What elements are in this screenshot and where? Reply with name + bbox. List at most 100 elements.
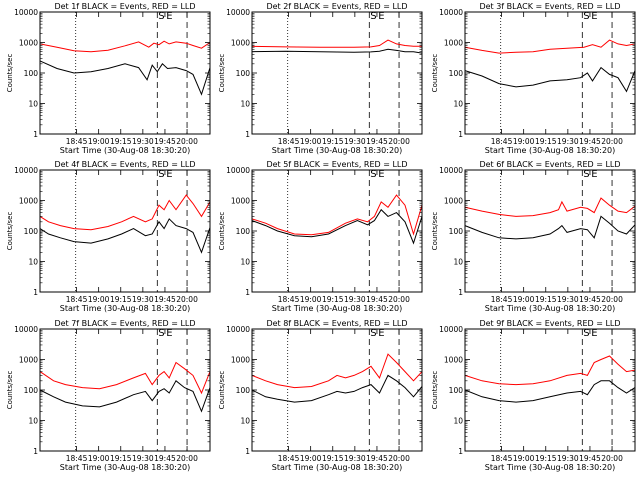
y-tick-label: 1 xyxy=(458,288,463,297)
x-tick-label: 19:45 xyxy=(366,137,388,146)
chart-title: Det 8f BLACK = Events, RED = LLD xyxy=(266,319,407,328)
x-tick-label: 19:45 xyxy=(154,454,176,463)
x-tick-label: 19:15 xyxy=(322,137,344,146)
x-tick-label: 20:00 xyxy=(176,295,198,304)
plot-frame xyxy=(464,328,636,452)
series-lld-line xyxy=(251,39,422,48)
x-tick-label: 19:30 xyxy=(132,454,154,463)
marker-end-label: E xyxy=(166,169,172,180)
chart-title: Det 3f BLACK = Events, RED = LLD xyxy=(479,2,620,11)
series-events-line xyxy=(251,374,423,403)
marker-end-label: E xyxy=(591,328,597,339)
y-tick-label: 100 xyxy=(449,69,464,78)
x-axis-label: Start Time (30-Aug-08 18:30:20) xyxy=(60,304,191,313)
x-tick-label: 19:30 xyxy=(132,295,154,304)
x-tick-label: 19:30 xyxy=(132,137,154,146)
chart-title: Det 2f BLACK = Events, RED = LLD xyxy=(266,2,407,11)
x-tick-label: 19:45 xyxy=(366,295,388,304)
y-tick-label: 100 xyxy=(449,386,464,395)
x-axis-label: Start Time (30-Aug-08 18:30:20) xyxy=(272,463,403,472)
chart-title: Det 6f BLACK = Events, RED = LLD xyxy=(479,160,620,169)
x-tick-label: 19:30 xyxy=(344,137,366,146)
series-events-line xyxy=(251,48,423,54)
y-axis-label: Counts/sec xyxy=(6,54,14,93)
x-tick-label: 18:45 xyxy=(66,137,88,146)
y-tick-label: 1000 xyxy=(444,197,463,206)
x-tick-label: 18:45 xyxy=(66,295,88,304)
x-tick-label: 19:00 xyxy=(300,137,322,146)
x-tick-label: 19:30 xyxy=(557,454,579,463)
x-tick-label: 19:45 xyxy=(579,295,601,304)
y-tick-label: 1 xyxy=(458,130,463,139)
x-axis-label: Start Time (30-Aug-08 18:30:20) xyxy=(272,304,403,313)
x-tick-label: 18:45 xyxy=(278,454,300,463)
x-tick-label: 19:15 xyxy=(535,295,557,304)
chart-title: Det 1f BLACK = Events, RED = LLD xyxy=(54,2,195,11)
x-tick-label: 19:15 xyxy=(110,295,132,304)
y-tick-label: 10 xyxy=(240,417,250,426)
chart-title: Det 7f BLACK = Events, RED = LLD xyxy=(54,319,195,328)
y-tick-label: 1000 xyxy=(444,356,463,365)
marker-end-label: E xyxy=(166,11,172,22)
series-events-line xyxy=(39,218,211,254)
x-tick-label: 19:00 xyxy=(513,454,535,463)
plot-frame xyxy=(464,169,636,293)
x-tick-label: 19:00 xyxy=(88,454,110,463)
x-tick-label: 20:00 xyxy=(601,295,623,304)
chart-title: Det 9f BLACK = Events, RED = LLD xyxy=(479,319,620,328)
series-lld-line xyxy=(39,40,211,53)
x-tick-label: 19:15 xyxy=(535,454,557,463)
x-tick-label: 19:00 xyxy=(88,137,110,146)
x-tick-label: 18:45 xyxy=(491,137,513,146)
series-events-line xyxy=(251,208,423,245)
x-tick-label: 19:00 xyxy=(300,454,322,463)
plot-frame xyxy=(251,328,423,452)
marker-end-label: E xyxy=(378,328,384,339)
y-axis-label: Counts/sec xyxy=(218,371,226,410)
y-tick-label: 10 xyxy=(28,100,38,109)
y-axis-label: Counts/sec xyxy=(218,54,226,93)
x-tick-label: 19:15 xyxy=(322,454,344,463)
marker-start-label: S xyxy=(583,169,589,180)
x-axis-label: Start Time (30-Aug-08 18:30:20) xyxy=(60,146,191,155)
y-tick-label: 10 xyxy=(28,258,38,267)
plot-frame xyxy=(39,11,211,135)
y-tick-label: 100 xyxy=(24,227,39,236)
series-lld-line xyxy=(251,353,423,389)
plot-frame xyxy=(39,169,211,293)
series-events-line xyxy=(464,215,636,240)
x-tick-label: 19:30 xyxy=(344,454,366,463)
x-tick-label: 18:45 xyxy=(66,454,88,463)
marker-start-label: S xyxy=(158,328,164,339)
x-tick-label: 19:45 xyxy=(366,454,388,463)
marker-start-label: S xyxy=(370,11,376,22)
y-axis-label: Counts/sec xyxy=(218,212,226,251)
y-tick-label: 1 xyxy=(245,288,250,297)
x-tick-label: 20:00 xyxy=(388,454,410,463)
y-tick-label: 1 xyxy=(245,130,250,139)
x-tick-label: 20:00 xyxy=(601,137,623,146)
x-tick-label: 19:00 xyxy=(300,295,322,304)
marker-end-label: E xyxy=(378,11,384,22)
x-tick-label: 19:45 xyxy=(579,137,601,146)
plot-frame xyxy=(464,11,636,135)
y-tick-label: 10000 xyxy=(14,8,38,17)
series-lld-line xyxy=(39,194,211,231)
y-tick-label: 100 xyxy=(449,227,464,236)
y-tick-label: 1 xyxy=(245,447,250,456)
y-tick-label: 1000 xyxy=(19,356,38,365)
series-lld-line xyxy=(464,355,636,386)
x-axis-label: Start Time (30-Aug-08 18:30:20) xyxy=(485,304,616,313)
x-tick-label: 19:30 xyxy=(557,137,579,146)
x-tick-label: 18:45 xyxy=(491,295,513,304)
y-tick-label: 1000 xyxy=(231,39,250,48)
y-tick-label: 100 xyxy=(24,386,39,395)
marker-start-label: S xyxy=(370,169,376,180)
y-tick-label: 1 xyxy=(33,288,38,297)
